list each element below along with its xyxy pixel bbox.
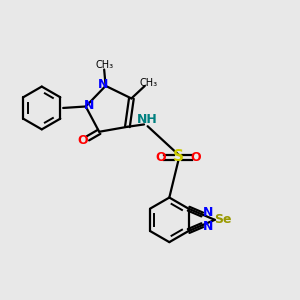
Text: S: S [173, 149, 184, 164]
Text: N: N [203, 220, 213, 233]
Text: N: N [83, 99, 94, 112]
Text: CH₃: CH₃ [140, 78, 158, 88]
Text: O: O [190, 151, 201, 164]
Text: CH₃: CH₃ [95, 60, 113, 70]
Text: O: O [155, 151, 166, 164]
Text: NH: NH [137, 113, 158, 127]
Text: N: N [98, 78, 109, 91]
Text: Se: Se [214, 213, 231, 226]
Text: N: N [203, 206, 213, 219]
Text: O: O [77, 134, 88, 147]
